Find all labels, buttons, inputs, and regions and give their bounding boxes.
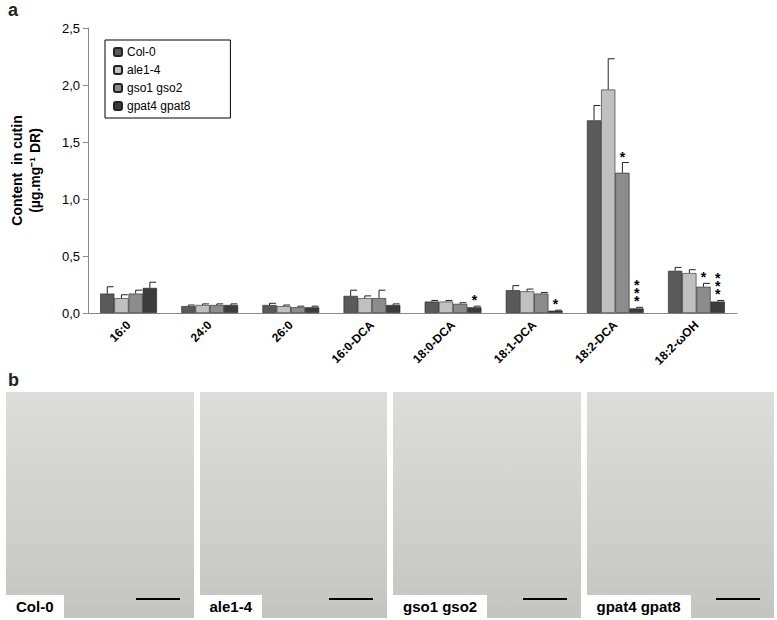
html-text:b: b: [8, 370, 19, 390]
svg-text:Col-0: Col-0: [127, 45, 156, 59]
svg-text:0,5: 0,5: [62, 249, 80, 264]
html-text:Col-0: Col-0: [16, 598, 54, 615]
svg-text:*: *: [620, 149, 626, 165]
html-text:a: a: [8, 0, 18, 20]
svg-text:18:0-DCA: 18:0-DCA: [410, 318, 458, 366]
svg-text:16:0-DCA: 16:0-DCA: [329, 318, 377, 366]
svg-text:*: *: [472, 292, 478, 308]
html-text:gso1 gso2: gso1 gso2: [403, 598, 478, 615]
svg-text:1,0: 1,0: [62, 192, 80, 207]
svg-text:16:0: 16:0: [107, 318, 134, 345]
svg-text:*: *: [715, 286, 721, 302]
svg-text:18:1-DCA: 18:1-DCA: [491, 318, 539, 366]
svg-text:1,5: 1,5: [62, 135, 80, 150]
html-text:ale1-4: ale1-4: [209, 598, 252, 615]
svg-text:2,5: 2,5: [62, 21, 80, 36]
svg-text:0,0: 0,0: [62, 306, 80, 321]
svg-text:26:0: 26:0: [269, 318, 296, 345]
svg-text:18:2-ωOH: 18:2-ωOH: [652, 318, 702, 368]
svg-text:*: *: [553, 296, 559, 312]
svg-text:ale1-4: ale1-4: [127, 63, 161, 77]
svg-text:2,0: 2,0: [62, 78, 80, 93]
svg-text:*: *: [701, 269, 707, 285]
svg-text:gso1 gso2: gso1 gso2: [127, 81, 183, 95]
svg-text:Content in cutin: Content in cutin: [9, 115, 25, 225]
svg-text:*: *: [634, 293, 640, 309]
html-text:gpat4 gpat8: gpat4 gpat8: [596, 598, 681, 615]
svg-text:gpat4 gpat8: gpat4 gpat8: [127, 99, 191, 113]
svg-text:18:2-DCA: 18:2-DCA: [572, 318, 620, 366]
svg-text:(µg.mg⁻¹ DR): (µg.mg⁻¹ DR): [27, 128, 43, 213]
svg-text:24:0: 24:0: [188, 318, 215, 345]
